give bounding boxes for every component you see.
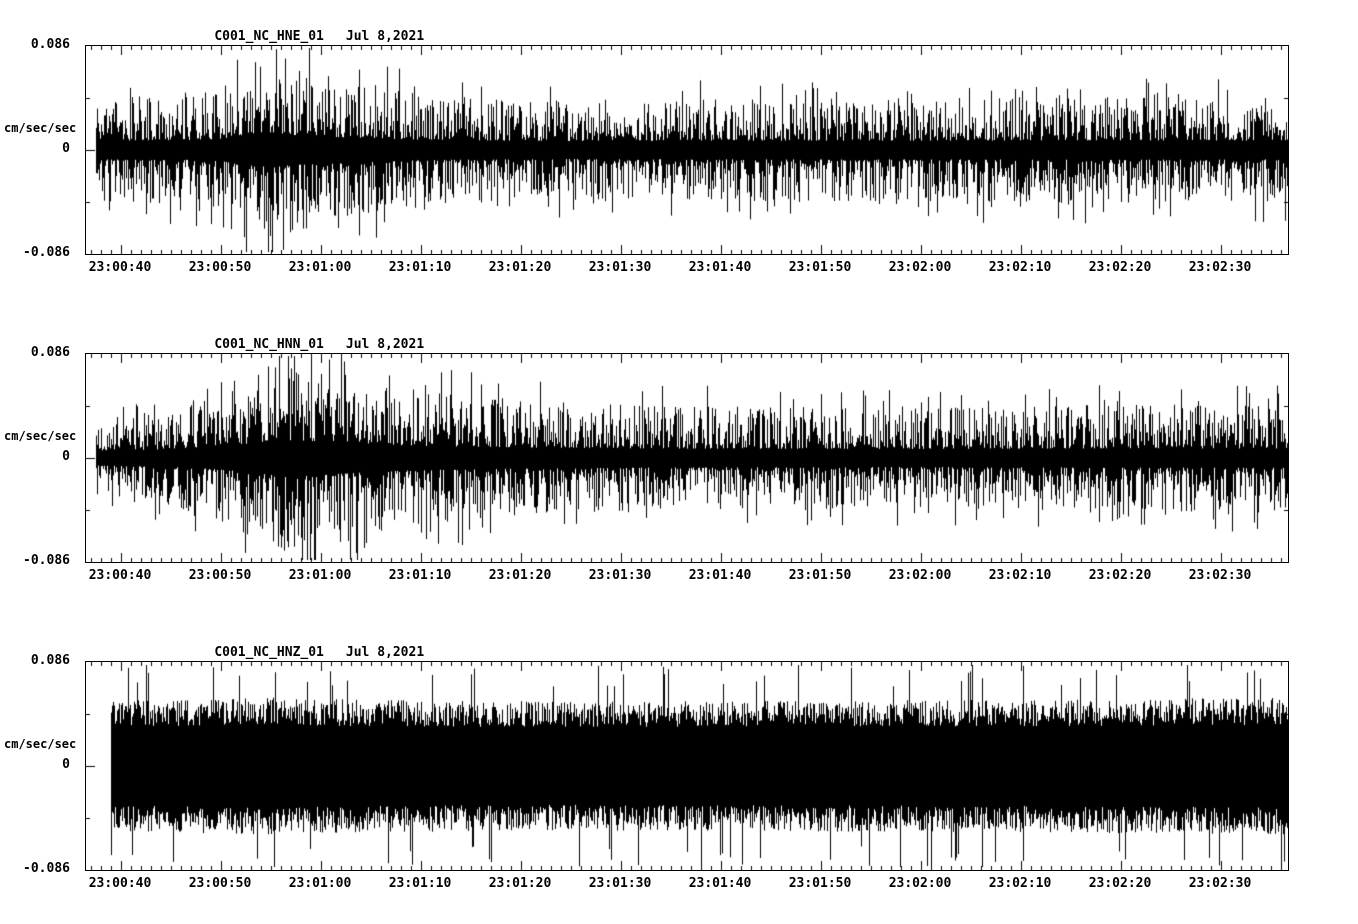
plot-box bbox=[85, 45, 1289, 255]
y-axis-area: 0.086 cm/sec/sec 0 -0.086 bbox=[0, 8, 84, 308]
y-axis-unit-label: cm/sec/sec bbox=[4, 429, 77, 443]
x-tick-label: 23:01:40 bbox=[688, 568, 752, 583]
trace-title: C001_NC_HNZ_01 Jul 8,2021 bbox=[183, 630, 424, 660]
x-tick-label: 23:02:30 bbox=[1188, 260, 1252, 275]
x-axis-labels: 23:00:40 23:00:50 23:01:00 23:01:10 23:01:20… bbox=[85, 260, 1287, 278]
x-tick-label: 23:01:30 bbox=[588, 876, 652, 891]
x-tick-label: 23:02:10 bbox=[988, 876, 1052, 891]
x-tick-label: 23:02:30 bbox=[1188, 876, 1252, 891]
x-tick-label: 23:00:50 bbox=[188, 568, 252, 583]
x-tick-label: 23:01:40 bbox=[688, 876, 752, 891]
plot-box bbox=[85, 353, 1289, 563]
x-tick-label: 23:01:20 bbox=[488, 876, 552, 891]
seismogram-panel-hnn: C001_NC_HNN_01 Jul 8,2021 0.086 cm/sec/se… bbox=[0, 316, 1358, 616]
x-tick-label: 23:01:10 bbox=[388, 260, 452, 275]
y-axis-area: 0.086 cm/sec/sec 0 -0.086 bbox=[0, 316, 84, 616]
x-tick-label: 23:01:10 bbox=[388, 876, 452, 891]
trace-title: C001_NC_HNE_01 Jul 8,2021 bbox=[183, 14, 424, 44]
waveform-canvas bbox=[86, 662, 1288, 870]
x-tick-label: 23:02:20 bbox=[1088, 260, 1152, 275]
x-tick-label: 23:01:50 bbox=[788, 876, 852, 891]
x-tick-label: 23:02:20 bbox=[1088, 876, 1152, 891]
x-tick-label: 23:01:00 bbox=[288, 260, 352, 275]
y-tick-label-zero: 0 bbox=[62, 757, 70, 772]
y-axis-unit-label: cm/sec/sec bbox=[4, 121, 77, 135]
trace-title: C001_NC_HNN_01 Jul 8,2021 bbox=[183, 322, 424, 352]
trace-date-label: Jul 8,2021 bbox=[345, 645, 425, 660]
x-tick-label: 23:02:00 bbox=[888, 260, 952, 275]
y-tick-label-max: 0.086 bbox=[30, 653, 70, 668]
y-axis-unit-label: cm/sec/sec bbox=[4, 737, 77, 751]
y-tick-label-zero: 0 bbox=[62, 449, 70, 464]
seismogram-panel-hne: C001_NC_HNE_01 Jul 8,2021 0.086 cm/sec/se… bbox=[0, 8, 1358, 308]
x-tick-label: 23:01:50 bbox=[788, 568, 852, 583]
seismogram-panel-hnz: C001_NC_HNZ_01 Jul 8,2021 0.086 cm/sec/se… bbox=[0, 624, 1358, 924]
x-tick-label: 23:01:30 bbox=[588, 260, 652, 275]
x-tick-label: 23:02:10 bbox=[988, 568, 1052, 583]
x-tick-label: 23:00:50 bbox=[188, 260, 252, 275]
x-tick-label: 23:02:00 bbox=[888, 568, 952, 583]
x-tick-label: 23:02:30 bbox=[1188, 568, 1252, 583]
y-tick-label-max: 0.086 bbox=[30, 345, 70, 360]
x-tick-label: 23:01:30 bbox=[588, 568, 652, 583]
x-tick-label: 23:01:00 bbox=[288, 568, 352, 583]
x-tick-label: 23:02:10 bbox=[988, 260, 1052, 275]
station-channel-label: C001_NC_HNE_01 bbox=[214, 29, 324, 44]
waveform-canvas bbox=[86, 46, 1288, 254]
y-tick-label-min: -0.086 bbox=[23, 553, 70, 568]
x-tick-label: 23:01:00 bbox=[288, 876, 352, 891]
x-tick-label: 23:00:40 bbox=[88, 260, 152, 275]
y-axis-area: 0.086 cm/sec/sec 0 -0.086 bbox=[0, 624, 84, 924]
y-tick-label-min: -0.086 bbox=[23, 245, 70, 260]
x-tick-label: 23:01:20 bbox=[488, 568, 552, 583]
x-tick-label: 23:01:10 bbox=[388, 568, 452, 583]
y-tick-label-max: 0.086 bbox=[30, 37, 70, 52]
y-tick-label-zero: 0 bbox=[62, 141, 70, 156]
plot-box bbox=[85, 661, 1289, 871]
x-axis-labels: 23:00:40 23:00:50 23:01:00 23:01:10 23:01:20… bbox=[85, 876, 1287, 894]
x-axis-labels: 23:00:40 23:00:50 23:01:00 23:01:10 23:01:20… bbox=[85, 568, 1287, 586]
x-tick-label: 23:02:00 bbox=[888, 876, 952, 891]
x-tick-label: 23:01:50 bbox=[788, 260, 852, 275]
waveform-canvas bbox=[86, 354, 1288, 562]
x-tick-label: 23:01:20 bbox=[488, 260, 552, 275]
x-tick-label: 23:00:40 bbox=[88, 568, 152, 583]
y-tick-label-min: -0.086 bbox=[23, 861, 70, 876]
trace-date-label: Jul 8,2021 bbox=[345, 29, 425, 44]
station-channel-label: C001_NC_HNZ_01 bbox=[214, 645, 324, 660]
station-channel-label: C001_NC_HNN_01 bbox=[214, 337, 324, 352]
x-tick-label: 23:01:40 bbox=[688, 260, 752, 275]
trace-date-label: Jul 8,2021 bbox=[345, 337, 425, 352]
x-tick-label: 23:00:40 bbox=[88, 876, 152, 891]
x-tick-label: 23:02:20 bbox=[1088, 568, 1152, 583]
x-tick-label: 23:00:50 bbox=[188, 876, 252, 891]
